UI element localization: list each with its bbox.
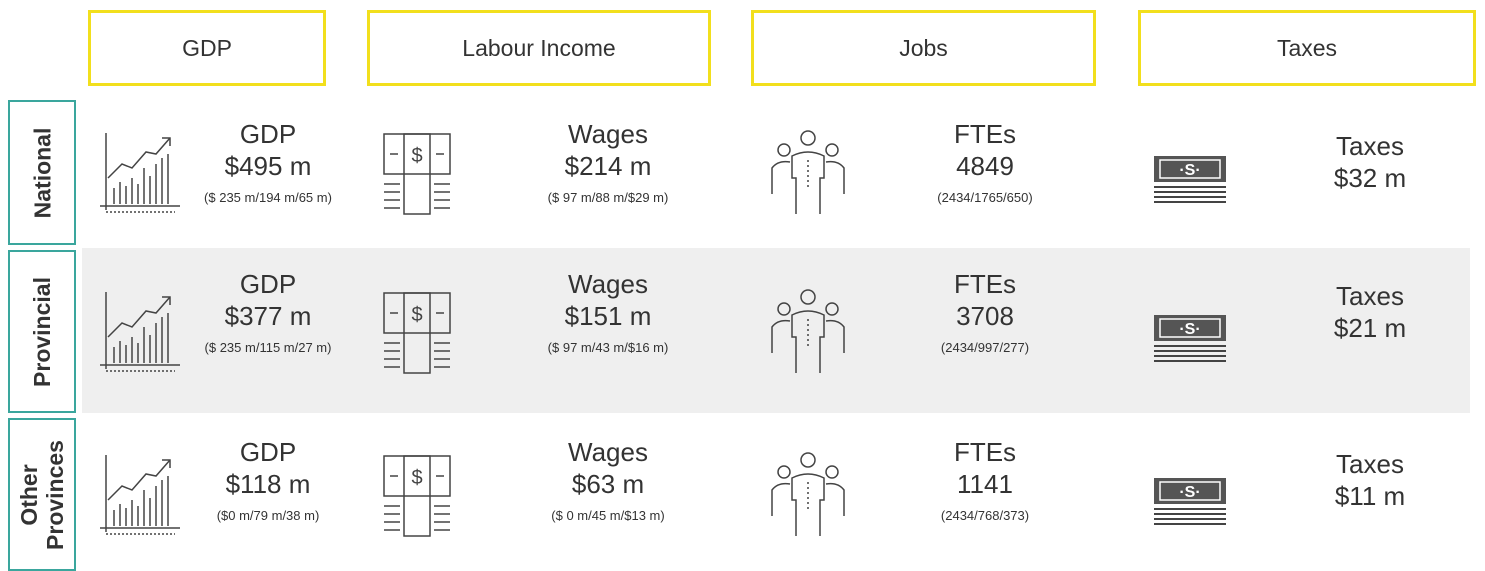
icon — [378, 128, 458, 218]
cell-detail: ($ 97 m/88 m/$29 m) — [547, 190, 669, 205]
icon — [1150, 128, 1230, 218]
cell-value: 4849 — [956, 151, 1014, 181]
row-label: Other Provinces — [8, 418, 76, 571]
cell-text: GDP $495 m ($ 235 m/194 m/65 m) — [148, 118, 388, 205]
cell-text: GDP $377 m ($ 235 m/115 m/27 m) — [148, 268, 388, 355]
row-label-text: Other Provinces — [16, 439, 69, 550]
icon — [1150, 287, 1230, 377]
cell-label: GDP — [239, 269, 297, 299]
cell-value: $63 m — [571, 469, 645, 499]
cell-label: Taxes — [1336, 131, 1404, 161]
icon — [378, 450, 458, 540]
cell-text: FTEs 3708 (2434/997/277) — [865, 268, 1105, 355]
cell-detail: ($ 0 m/45 m/$13 m) — [551, 508, 665, 523]
cell-label: Wages — [568, 119, 648, 149]
cell-label: FTEs — [953, 269, 1017, 299]
row-background — [82, 248, 1470, 413]
cell-value: $377 m — [224, 301, 312, 331]
column-header: Labour Income — [367, 10, 711, 86]
cell-detail: ($ 97 m/43 m/$16 m) — [547, 340, 669, 355]
cell-detail: ($0 m/79 m/38 m) — [216, 508, 320, 523]
cell-value: $32 m — [1333, 163, 1407, 193]
icon — [768, 450, 848, 540]
cell-value: 3708 — [956, 301, 1014, 331]
cell-text: Wages $151 m ($ 97 m/43 m/$16 m) — [488, 268, 728, 355]
cell-value: $214 m — [564, 151, 652, 181]
cell-text: Wages $214 m ($ 97 m/88 m/$29 m) — [488, 118, 728, 205]
cell-text: FTEs 1141 (2434/768/373) — [865, 436, 1105, 523]
cell-text: Wages $63 m ($ 0 m/45 m/$13 m) — [488, 436, 728, 523]
cell-label: FTEs — [953, 437, 1017, 467]
cell-value: $151 m — [564, 301, 652, 331]
icon — [378, 287, 458, 377]
cell-text: Taxes $11 m — [1250, 448, 1485, 512]
row-label: Provincial — [8, 250, 76, 413]
cell-value: $495 m — [224, 151, 312, 181]
cell-label: FTEs — [953, 119, 1017, 149]
row-label: National — [8, 100, 76, 245]
cell-label: GDP — [239, 119, 297, 149]
cell-label: Wages — [568, 269, 648, 299]
cell-value: 1141 — [957, 469, 1013, 499]
cell-value: $21 m — [1333, 313, 1407, 343]
cell-detail: (2434/768/373) — [940, 508, 1030, 523]
column-header: GDP — [88, 10, 326, 86]
cell-label: GDP — [239, 437, 297, 467]
cell-text: Taxes $21 m — [1250, 280, 1485, 344]
column-header: Taxes — [1138, 10, 1476, 86]
cell-text: FTEs 4849 (2434/1765/650) — [865, 118, 1105, 205]
cell-label: Wages — [568, 437, 648, 467]
row-label-text: National — [29, 127, 56, 218]
cell-detail: ($ 235 m/115 m/27 m) — [204, 340, 332, 355]
icon — [1150, 450, 1230, 540]
column-header: Jobs — [751, 10, 1096, 86]
cell-text: GDP $118 m ($0 m/79 m/38 m) — [148, 436, 388, 523]
row-label-text: Provincial — [29, 276, 55, 387]
icon — [768, 287, 848, 377]
cell-detail: ($ 235 m/194 m/65 m) — [204, 190, 332, 205]
cell-text: Taxes $32 m — [1250, 130, 1485, 194]
cell-label: Taxes — [1336, 281, 1404, 311]
cell-value: $11 m — [1334, 481, 1406, 511]
icon — [768, 128, 848, 218]
cell-detail: (2434/1765/650) — [937, 190, 1033, 205]
cell-detail: (2434/997/277) — [940, 340, 1030, 355]
cell-label: Taxes — [1336, 449, 1404, 479]
cell-value: $118 m — [225, 469, 311, 499]
